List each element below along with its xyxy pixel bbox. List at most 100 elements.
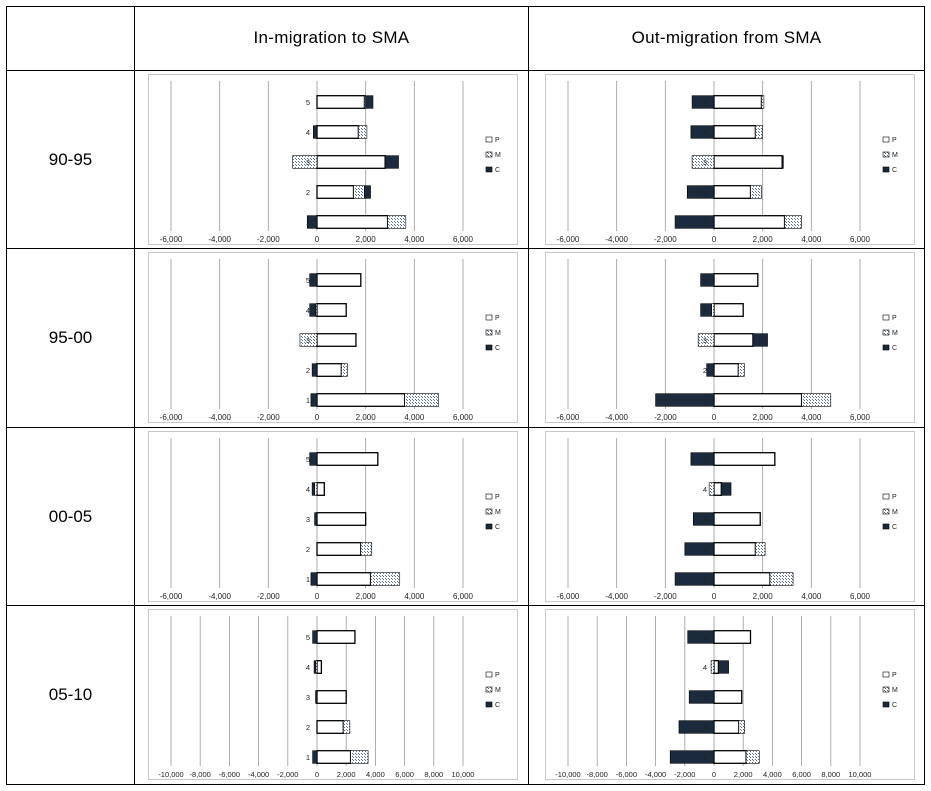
bar-C [364, 185, 371, 199]
bar-P [713, 482, 722, 496]
x-tick-label: 4,000 [404, 413, 425, 422]
y-tick-label: 1 [703, 575, 707, 584]
y-tick-label: 2 [306, 723, 310, 732]
legend-label: C [892, 524, 897, 531]
y-tick-label: 5 [306, 276, 310, 285]
header-in-migration: In-migration to SMA [253, 28, 410, 47]
bar-C [684, 542, 715, 556]
legend-label: M [892, 687, 898, 694]
y-tick-label: 3 [703, 515, 707, 524]
x-tick-label: -6,000 [160, 413, 183, 422]
y-tick-label: 2 [306, 188, 310, 197]
legend-swatch [882, 671, 890, 678]
chart-panel: -10,000 -8,000 -6,000 -4,000 -2,000 0 2,000 4,0… [148, 609, 518, 780]
legend-swatch [485, 344, 493, 351]
bar-P [713, 363, 739, 377]
x-tick-label: -4,000 [605, 235, 628, 244]
bar-P [713, 393, 803, 407]
x-tick-label: 6,000 [453, 235, 474, 244]
legend-label: P [892, 137, 897, 144]
x-tick-label: 0 [712, 235, 717, 244]
bar-M [769, 572, 794, 586]
bar-M [755, 125, 763, 139]
bar-P [713, 303, 744, 317]
legend-label: M [495, 152, 501, 159]
legend-label: P [495, 494, 500, 501]
y-tick-label: 1 [306, 575, 310, 584]
chart-panel: -6,000 -4,000 -2,000 0 2,000 4,000 6,000 1 2 3 4 5 P… [148, 74, 518, 245]
legend-swatch [485, 329, 493, 336]
y-tick-label: 1 [306, 753, 310, 762]
chart-panel: -6,000 -4,000 -2,000 0 2,000 4,000 6,000 1 2 3 4 5 P… [545, 74, 915, 245]
x-tick-label: -6,000 [616, 770, 637, 779]
x-tick-label: -4,000 [605, 592, 628, 601]
x-tick-label: -4,000 [605, 413, 628, 422]
y-tick-label: 4 [703, 485, 707, 494]
table-row-divider [6, 248, 925, 249]
y-tick-label: 5 [306, 455, 310, 464]
legend-label: M [892, 152, 898, 159]
bar-C [669, 750, 715, 764]
chart-panel: -6,000 -4,000 -2,000 0 2,000 4,000 6,000 1 2 3 4 5 P… [148, 431, 518, 602]
x-tick-label: 4,000 [404, 235, 425, 244]
bar-C [687, 630, 715, 644]
bar-M [350, 750, 369, 764]
bar-P [316, 95, 366, 109]
x-tick-label: 4,000 [801, 413, 822, 422]
bar-C [315, 690, 318, 704]
legend-label: P [495, 137, 500, 144]
x-tick-label: 2,000 [356, 235, 377, 244]
bar-P [713, 512, 761, 526]
legend-swatch [882, 166, 890, 173]
bar-M [750, 185, 762, 199]
bar-M [299, 333, 318, 347]
bar-C [691, 95, 715, 109]
table-border-left [6, 6, 7, 785]
y-tick-label: 3 [306, 515, 310, 524]
bar-P [316, 273, 362, 287]
bar-C [721, 482, 732, 496]
x-tick-label: -6,000 [557, 592, 580, 601]
bar-C [312, 630, 318, 644]
legend-swatch [882, 136, 890, 143]
y-tick-label: 5 [703, 276, 707, 285]
bar-M [761, 95, 765, 109]
bar-C [311, 482, 315, 496]
y-tick-label: 3 [306, 158, 310, 167]
x-tick-label: 2,000 [753, 235, 774, 244]
bar-C [655, 393, 715, 407]
y-tick-label: 2 [703, 366, 707, 375]
table-border-right [924, 6, 925, 785]
legend-swatch [882, 493, 890, 500]
chart-panel: -6,000 -4,000 -2,000 0 2,000 4,000 6,000 1 2 3 4 5 P… [545, 431, 915, 602]
bar-P [316, 393, 406, 407]
legend-swatch [882, 344, 890, 351]
legend-swatch [485, 686, 493, 693]
bar-P [713, 542, 757, 556]
x-tick-label: 4,000 [801, 592, 822, 601]
bar-M [691, 155, 715, 169]
x-tick-label: -2,000 [674, 770, 695, 779]
x-tick-label: 10,000 [452, 770, 475, 779]
x-tick-label: 8,000 [821, 770, 840, 779]
x-tick-label: -6,000 [557, 235, 580, 244]
bar-P [713, 333, 754, 347]
x-tick-label: 8,000 [424, 770, 443, 779]
period-label: 95-00 [48, 328, 93, 347]
bar-C [674, 572, 715, 586]
legend-label: M [892, 330, 898, 337]
bar-C [718, 660, 729, 674]
bar-P [316, 572, 372, 586]
x-tick-label: -6,000 [557, 413, 580, 422]
legend-label: M [892, 509, 898, 516]
x-tick-label: -4,000 [645, 770, 666, 779]
bar-P [316, 125, 360, 139]
bar-M [342, 720, 351, 734]
bar-M [360, 542, 373, 556]
x-tick-label: -2,000 [257, 235, 280, 244]
legend-swatch [485, 523, 493, 530]
x-tick-label: -10,000 [555, 770, 580, 779]
bar-C [693, 512, 715, 526]
x-tick-label: -2,000 [654, 235, 677, 244]
bar-M [358, 125, 368, 139]
